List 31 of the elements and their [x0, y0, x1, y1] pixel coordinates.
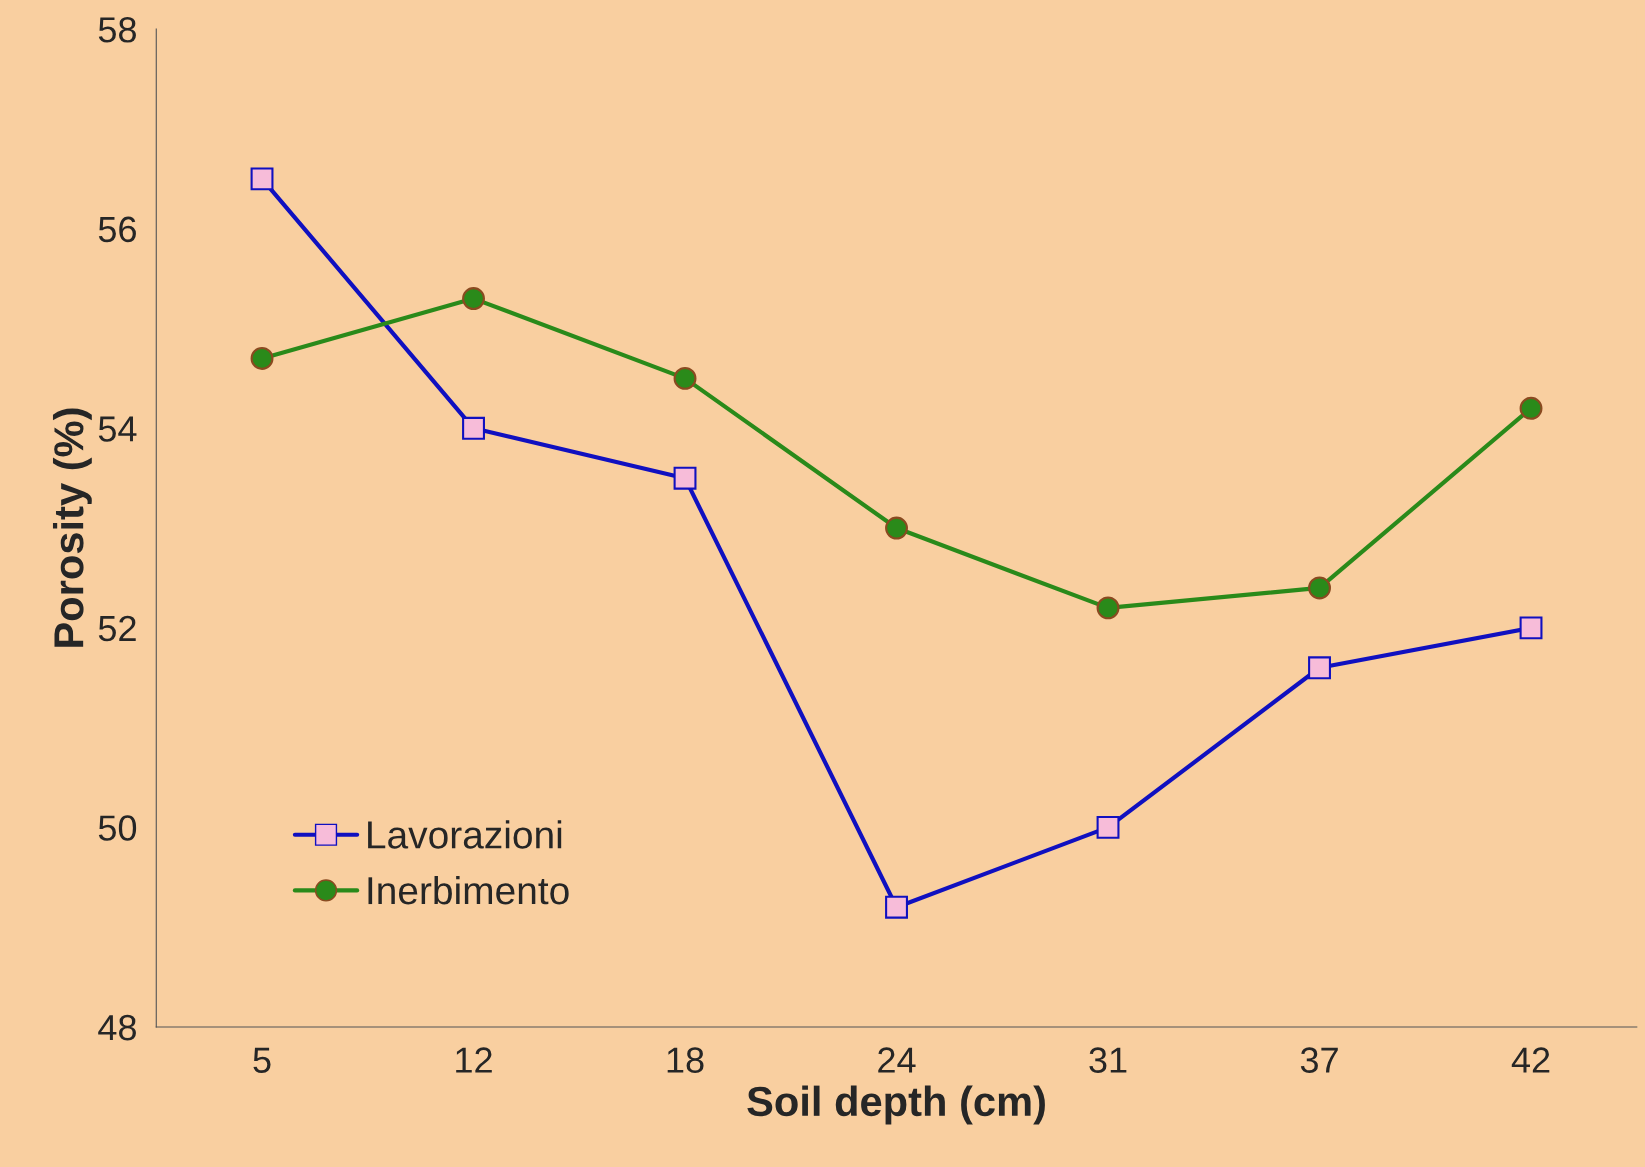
x-axis-title: Soil depth (cm)	[747, 1085, 1045, 1125]
point	[1519, 396, 1543, 420]
x-tick-label: 42	[1511, 1047, 1550, 1073]
point	[250, 346, 274, 370]
y-tick-label: 54	[98, 416, 137, 442]
y-tick-label: 56	[98, 216, 136, 243]
x-tick-label: 12	[456, 1047, 492, 1073]
y-tick-label: 50	[98, 815, 137, 841]
point	[885, 895, 908, 919]
point	[1308, 576, 1331, 600]
point	[673, 366, 697, 390]
point	[250, 167, 274, 191]
point	[462, 416, 485, 440]
x-tick-label: 18	[667, 1047, 704, 1073]
y-tick-label: 48	[98, 1014, 136, 1041]
point	[1308, 656, 1331, 680]
y-axis-title: Porosity (%)	[52, 408, 92, 647]
point	[1519, 616, 1543, 640]
x-tick-label: 24	[878, 1047, 916, 1073]
legend-label: Lavorazioni	[368, 820, 562, 849]
point	[462, 287, 485, 311]
legend-label: Inerbimento	[368, 875, 569, 905]
point	[1096, 596, 1120, 620]
y-tick-label: 58	[98, 17, 136, 43]
x-tick-label: 31	[1089, 1047, 1127, 1073]
point	[1096, 815, 1120, 839]
x-tick-label: 37	[1300, 1047, 1338, 1073]
point	[673, 466, 697, 490]
x-tick-label: 5	[253, 1047, 271, 1073]
point	[885, 516, 908, 540]
y-tick-label: 52	[98, 615, 136, 642]
